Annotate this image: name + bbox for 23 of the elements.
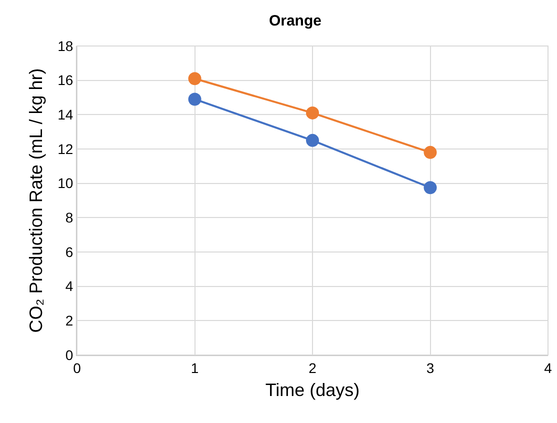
x-tick-label: 3 — [426, 360, 434, 376]
y-tick-label: 6 — [65, 244, 74, 260]
y-tick-label: 8 — [65, 210, 74, 226]
point — [306, 134, 319, 147]
point — [424, 181, 437, 194]
y-tick-label: 14 — [58, 106, 74, 123]
y-tick-label: 12 — [58, 140, 74, 157]
chart-title: Orange — [268, 12, 322, 30]
x-tick-label: 1 — [190, 360, 199, 376]
x-axis-title: Time (days) — [265, 380, 360, 400]
y-tick-label: 0 — [65, 346, 74, 363]
y-tick-label: 18 — [58, 38, 74, 54]
point — [188, 92, 202, 106]
x-tick-label: 2 — [308, 360, 317, 376]
y-axis-title: CO₂ Production Rate (mL / kg hr) — [26, 68, 46, 333]
point — [188, 72, 202, 86]
y-tick-label: 2 — [65, 312, 74, 329]
y-tick-label: 10 — [58, 175, 74, 192]
y-tick-label: 4 — [65, 278, 74, 294]
x-tick-label: 4 — [544, 360, 552, 376]
point — [424, 146, 437, 159]
y-tick-label: 16 — [58, 72, 74, 88]
point — [306, 106, 319, 120]
